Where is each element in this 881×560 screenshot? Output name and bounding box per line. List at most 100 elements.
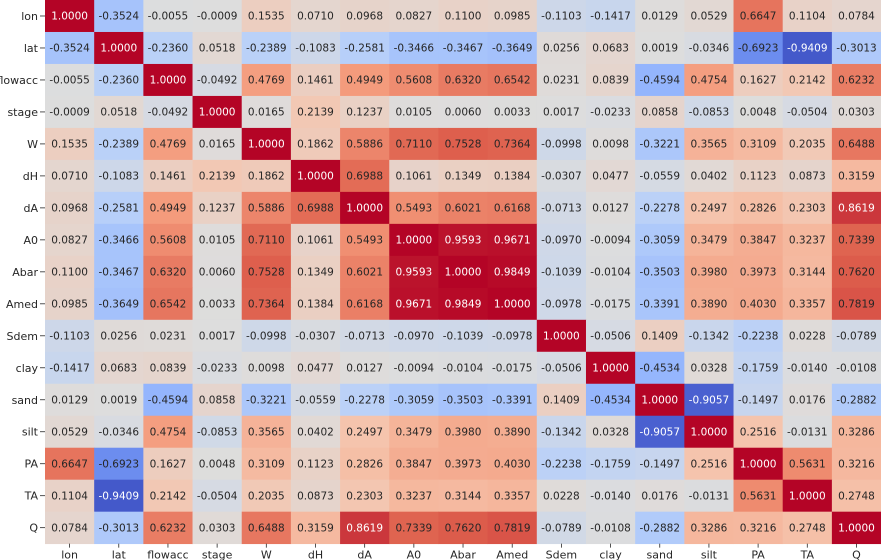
heatmap-cell [45, 159, 95, 193]
cell-value-label: 0.3973 [740, 267, 777, 279]
heatmap-cell [536, 511, 587, 545]
y-tick-label: stage [7, 106, 38, 119]
heatmap-cell [45, 511, 95, 545]
heatmap-cell [389, 447, 439, 481]
heatmap-cell [290, 383, 341, 417]
cell-value-label: 0.5608 [395, 75, 432, 87]
heatmap-cell [340, 287, 390, 321]
heatmap-cell [438, 159, 489, 193]
heatmap-cell [389, 287, 439, 321]
cell-value-label: 0.3216 [740, 522, 777, 534]
cell-value-label: -0.2882 [836, 394, 877, 406]
cell-value-label: 0.3357 [789, 299, 826, 311]
heatmap-cell [733, 351, 784, 385]
cell-value-label: 0.6988 [297, 203, 334, 215]
cell-value-label: 0.0165 [199, 139, 236, 151]
heatmap-cell [831, 511, 881, 545]
heatmap-cell [635, 383, 685, 417]
cell-value-label: -0.1497 [639, 458, 680, 470]
cell-value-label: -0.0853 [689, 107, 730, 119]
cell-value-label: -0.2389 [99, 139, 140, 151]
heatmap-cell [733, 127, 784, 161]
cell-value-label: 0.0129 [641, 11, 678, 23]
cell-value-label: 0.2035 [789, 139, 826, 151]
y-tick-label: A0 [23, 234, 38, 247]
heatmap-cell [340, 159, 390, 193]
heatmap-cell [585, 479, 636, 513]
x-tick-label: Sdem [546, 549, 577, 560]
heatmap-cell [782, 287, 833, 321]
y-tick-labels: lon lat flowacc stage WdH dA A0 Abar Amed Sdem cla… [0, 10, 45, 535]
heatmap-cell [192, 127, 243, 161]
cell-value-label: 0.9849 [445, 299, 482, 311]
heatmap-cell [340, 383, 390, 417]
cell-value-label: 0.7819 [838, 299, 875, 311]
cell-value-label: 0.3847 [740, 235, 777, 247]
cell-value-label: 1.0000 [641, 394, 678, 406]
heatmap-cell [340, 447, 390, 481]
cell-value-label: 0.1061 [297, 235, 334, 247]
cell-value-label: 0.5886 [248, 203, 285, 215]
x-tick-label: TA [800, 549, 815, 560]
heatmap-cell [635, 287, 685, 321]
cell-value-label: 0.0165 [248, 107, 285, 119]
y-tick-label: lon [21, 10, 38, 23]
cell-value-label: 0.0328 [592, 426, 629, 438]
heatmap-cell [635, 159, 685, 193]
cell-value-label: 0.0827 [51, 235, 88, 247]
cell-value-label: 0.2516 [740, 426, 777, 438]
cell-value-label: -0.0504 [197, 490, 238, 502]
heatmap-cell [143, 191, 193, 225]
heatmap-cell [94, 255, 144, 289]
cell-value-label: 0.1100 [445, 11, 482, 23]
heatmap-cell [143, 479, 193, 513]
cell-value-label: -0.1497 [738, 394, 779, 406]
heatmap-cell [143, 95, 193, 129]
cell-value-label: -0.0175 [590, 299, 631, 311]
heatmap-cell [94, 127, 144, 161]
heatmap-cell [241, 63, 292, 97]
heatmap-cell [733, 159, 784, 193]
heatmap-cell [487, 95, 538, 129]
cell-value-label: 0.1349 [297, 267, 334, 279]
x-tick-label: Amed [496, 549, 528, 560]
cell-value-label: 0.1100 [51, 267, 88, 279]
heatmap-cell [45, 351, 95, 385]
heatmap-cell [389, 95, 439, 129]
cell-value-label: 0.7528 [248, 267, 285, 279]
cell-value-label: -0.3649 [99, 299, 140, 311]
cell-value-label: -0.2360 [148, 43, 189, 55]
cell-value-label: -0.0233 [590, 107, 631, 119]
heatmap-cell [45, 383, 95, 417]
cell-value-label: 0.6488 [838, 139, 875, 151]
heatmap-cell [635, 63, 685, 97]
heatmap-cell [241, 127, 292, 161]
cell-value-label: -0.3524 [99, 11, 140, 23]
cell-value-label: 0.7339 [838, 235, 875, 247]
cell-value-label: 0.1862 [248, 171, 285, 183]
y-tick-label: silt [22, 426, 39, 439]
heatmap-cell [45, 415, 95, 449]
heatmap-cell [585, 415, 636, 449]
cell-value-label: 0.7364 [248, 299, 285, 311]
cell-value-label: -0.3467 [443, 43, 484, 55]
heatmap-cell [192, 0, 243, 33]
heatmap-cell [684, 287, 734, 321]
heatmap-cell [192, 383, 243, 417]
heatmap-cell [585, 351, 636, 385]
cell-value-label: -0.6923 [738, 43, 779, 55]
heatmap-cell [831, 0, 881, 33]
heatmap-cell [389, 63, 439, 97]
y-tick-label: Q [29, 522, 38, 535]
cell-value-label: -0.0104 [443, 362, 484, 374]
heatmap-cell [684, 223, 734, 257]
cell-value-label: 1.0000 [346, 203, 383, 215]
heatmap-cell [45, 31, 95, 65]
heatmap-cell [290, 255, 341, 289]
cell-value-label: -0.1083 [295, 43, 336, 55]
cell-value-label: 0.5608 [150, 235, 187, 247]
cell-value-label: 1.0000 [592, 362, 629, 374]
heatmap-cell [290, 127, 341, 161]
heatmap-cell [94, 511, 144, 545]
cell-value-label: 0.0048 [740, 107, 777, 119]
